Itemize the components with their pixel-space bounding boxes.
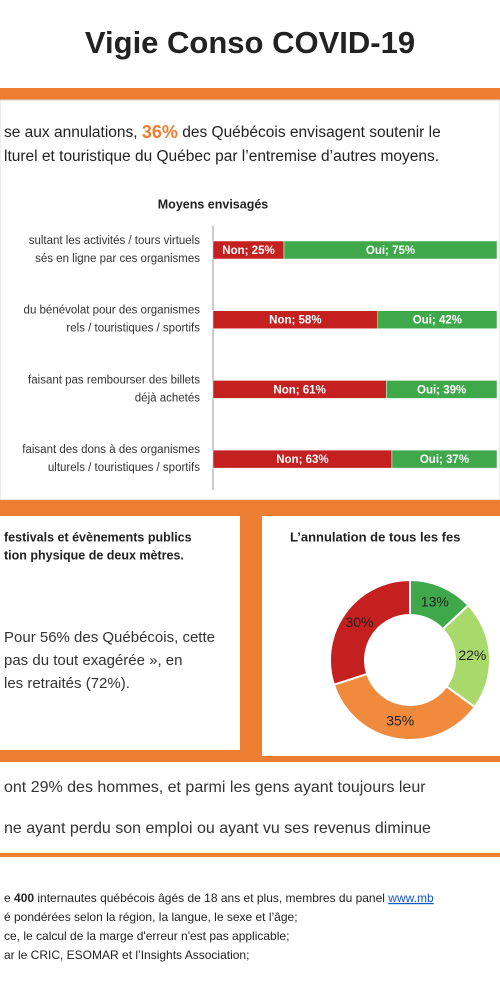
text: se aux annulations, <box>4 124 142 141</box>
category-label: rels / touristiques / sportifs <box>66 323 200 335</box>
bottom-text: ne ayant perdu son emploi ou ayant vu se… <box>4 820 431 837</box>
category-label: sés en ligne par ces organismes <box>35 253 200 265</box>
value-label: Non; 25% <box>222 245 274 257</box>
bar-segment <box>391 449 498 469</box>
value-label: 22% <box>458 647 486 663</box>
text: internautes québécois âgés de 18 ans et … <box>34 891 388 905</box>
value-label: 30% <box>345 614 373 630</box>
box-heading: festivals et évènements publics <box>4 530 192 544</box>
value-label: Non; 63% <box>276 454 328 466</box>
box-text: les retraités (72%). <box>4 675 130 692</box>
box-text: Pour 56% des Québécois, cette <box>4 629 215 646</box>
left-box <box>0 516 240 750</box>
value-label: 35% <box>386 712 414 728</box>
donut-segment <box>332 672 477 741</box>
category-label: ulturels / touristiques / sportifs <box>48 462 200 474</box>
chart-title: L’annulation de tous les fes <box>290 529 460 544</box>
chart-title: Moyens envisagés <box>158 197 269 211</box>
text: e <box>4 891 14 905</box>
box-text: pas du tout exagérée », en <box>4 652 182 669</box>
category-label: faisant pas rembourser des billets <box>28 374 200 386</box>
category-label: sultant les activités / tours virtuels <box>29 235 201 247</box>
value-label: Oui; 42% <box>413 315 462 327</box>
value-label: Oui; 37% <box>420 454 469 466</box>
bar-segment <box>385 380 498 399</box>
divider <box>0 853 500 857</box>
highlight: 36% <box>142 122 178 142</box>
value-label: Oui; 39% <box>417 384 466 396</box>
footer-line: e 400 internautes québécois âgés de 18 a… <box>4 891 434 905</box>
bottom-text: ont 29% des hommes, et parmi les gens ay… <box>4 779 426 796</box>
main-panel <box>0 99 500 501</box>
category-label: du bénévolat pour des organismes <box>24 305 201 317</box>
footer-line: ar le CRIC, ESOMAR et l’Insights Associa… <box>4 948 249 962</box>
box-heading: tion physique de deux mètres. <box>4 548 184 562</box>
value-label: 13% <box>421 593 449 609</box>
bar-segment <box>377 310 498 329</box>
value-label: Non; 61% <box>273 384 325 396</box>
category-label: faisant des dons à des organismes <box>22 444 200 456</box>
value-label: Oui; 75% <box>366 245 415 257</box>
intro-line: lturel et touristique du Québec par l’en… <box>4 148 439 165</box>
text: des Québécois envisagent soutenir le <box>178 124 441 141</box>
title: Vigie Conso COVID-19 <box>85 25 415 60</box>
category-label: déjà achetés <box>135 392 200 404</box>
intro-line: se aux annulations, 36% des Québécois en… <box>4 122 441 142</box>
orange-stripe <box>0 88 500 100</box>
value-label: Non; 58% <box>269 315 321 327</box>
bold-number: 400 <box>14 891 34 905</box>
footer-line: ce, le calcul de la marge d'erreur n'est… <box>4 929 289 943</box>
footer-line: é pondérées selon la région, la langue, … <box>4 910 298 924</box>
bar-segment <box>283 240 498 260</box>
link[interactable]: www.mb <box>387 891 434 905</box>
donut-segment <box>329 578 411 686</box>
